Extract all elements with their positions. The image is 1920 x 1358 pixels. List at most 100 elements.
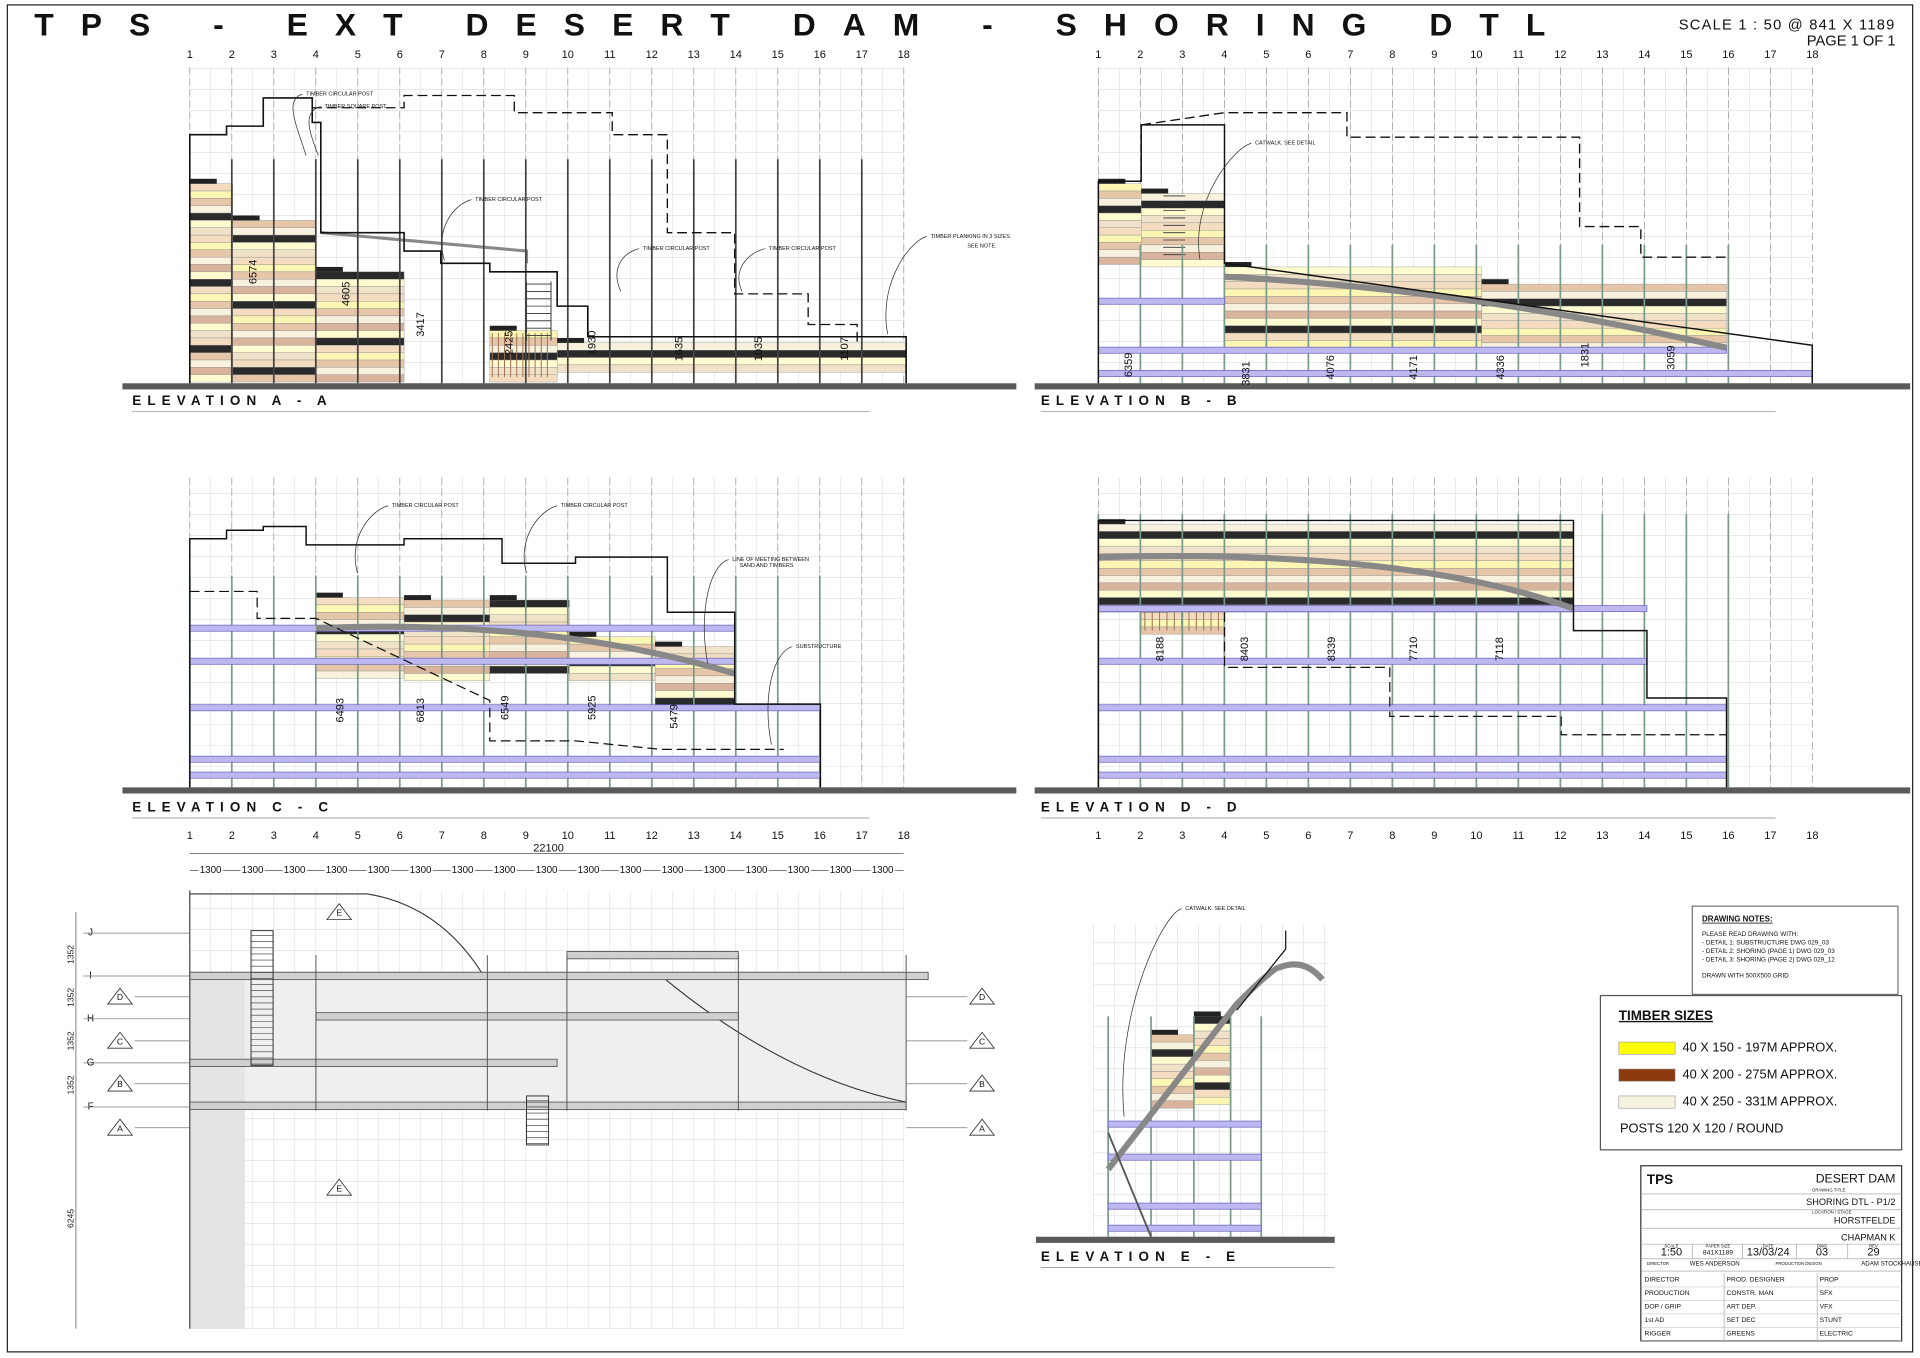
annotation: TIMBER SQUARE POST: [324, 104, 387, 110]
grid-number: 12: [646, 830, 658, 842]
grid-number: 13: [1596, 830, 1608, 842]
plank: [189, 190, 233, 199]
grid-number: 11: [604, 49, 615, 61]
plank: [189, 198, 233, 206]
grid-number: 7: [439, 830, 445, 842]
grid-number: 5: [355, 830, 361, 842]
dimension: 1930: [587, 331, 599, 356]
plank: [189, 352, 233, 361]
plank: [1141, 207, 1225, 216]
sand-line: [1098, 553, 1575, 612]
plank: [315, 323, 405, 331]
beam: [566, 951, 739, 960]
dimension: 22100: [533, 843, 564, 855]
plank: [489, 607, 570, 615]
section-marker: [968, 1031, 996, 1049]
crew-role: GREENS: [1727, 1330, 1756, 1337]
beam: [315, 1012, 739, 1021]
plank: [315, 648, 405, 657]
grid-number: 7: [1347, 49, 1353, 61]
field-value: 841X1189: [1703, 1249, 1733, 1256]
plank: [315, 670, 405, 679]
dimension: 1035: [753, 337, 765, 362]
substructure-beam: [1107, 1120, 1262, 1128]
dimension: 1300: [578, 865, 600, 876]
plank: [189, 301, 233, 309]
plank: [1098, 597, 1574, 606]
grid-number: 11: [1513, 830, 1524, 842]
plank: [189, 183, 233, 192]
plank: [315, 315, 405, 324]
plank: [1224, 318, 1482, 326]
plank: [189, 212, 233, 221]
dimension: 1352: [65, 1031, 75, 1050]
grid-number: 4: [313, 49, 319, 61]
plank: [1193, 1074, 1231, 1083]
note-line: - DETAIL 3: SHORING (PAGE 2) DWG 029_12: [1702, 957, 1835, 964]
dimension: 1300: [410, 865, 432, 876]
dimension: 1352: [65, 1075, 75, 1094]
grid-number: 13: [688, 830, 700, 842]
dimension: 1300: [620, 865, 642, 876]
grid-number: 17: [856, 49, 868, 61]
dimension: 8188: [1155, 637, 1167, 662]
profile: [1097, 124, 1813, 384]
substructure-beam: [1098, 370, 1813, 377]
plank-cap: [1141, 188, 1169, 194]
dimension: 1300: [368, 865, 390, 876]
grid-number: 1: [1095, 49, 1101, 61]
crew-role: DOP / GRIP: [1644, 1303, 1681, 1310]
annotation: TIMBER CIRCULAR POST: [306, 92, 374, 98]
drawn-by: CHAPMAN K: [1841, 1232, 1896, 1242]
grid-number: 18: [898, 830, 910, 842]
plank: [315, 374, 405, 383]
plank: [1150, 1071, 1195, 1079]
plank: [1141, 193, 1225, 202]
plank: [654, 690, 735, 699]
annotation: TIMBER PLANKING IN 3 SIZES.: [931, 234, 1012, 240]
plank: [1098, 183, 1142, 192]
field-label: DIRECTOR: [1647, 1261, 1669, 1266]
grid-number: 1: [1095, 830, 1101, 842]
plank: [315, 330, 405, 339]
section-label: A: [117, 1123, 123, 1133]
substructure-beam: [1107, 1153, 1262, 1161]
plank-cap: [404, 595, 432, 601]
dimension: 4076: [1325, 355, 1337, 380]
plank-cap: [655, 641, 683, 647]
plank: [189, 367, 233, 375]
plank: [189, 256, 233, 265]
plank: [189, 271, 233, 280]
plank: [315, 271, 405, 280]
plank: [1098, 567, 1574, 576]
plank: [1098, 205, 1142, 214]
grid-number: 11: [604, 830, 615, 842]
plank: [1098, 190, 1142, 199]
grid-number: 12: [1554, 830, 1566, 842]
annotation: CATWALK. SEE DETAIL: [1185, 906, 1245, 912]
section-marker: [106, 1118, 134, 1136]
plank: [189, 249, 233, 258]
plank: [189, 227, 233, 236]
plank: [315, 604, 405, 613]
dimension: 1300: [536, 865, 558, 876]
field-label: PAPER SIZE: [1706, 1244, 1731, 1249]
crew-role: RIGGER: [1644, 1330, 1671, 1337]
leader: [1122, 908, 1182, 1117]
leader: [292, 93, 307, 156]
section-marker: [106, 1074, 134, 1092]
dimension: 3059: [1665, 345, 1677, 370]
crew-role: 1st AD: [1644, 1317, 1664, 1324]
grid-number: 15: [1680, 830, 1692, 842]
section-label: D: [117, 992, 123, 1002]
outline: [189, 893, 485, 977]
dimension: 1352: [65, 945, 75, 964]
field-label: DATE: [1763, 1244, 1774, 1249]
plank: [1098, 220, 1142, 228]
plank-cap: [489, 325, 517, 331]
ground: [122, 787, 1017, 794]
plank: [1098, 242, 1142, 250]
note-line: PLEASE READ DRAWING WITH:: [1702, 931, 1798, 938]
